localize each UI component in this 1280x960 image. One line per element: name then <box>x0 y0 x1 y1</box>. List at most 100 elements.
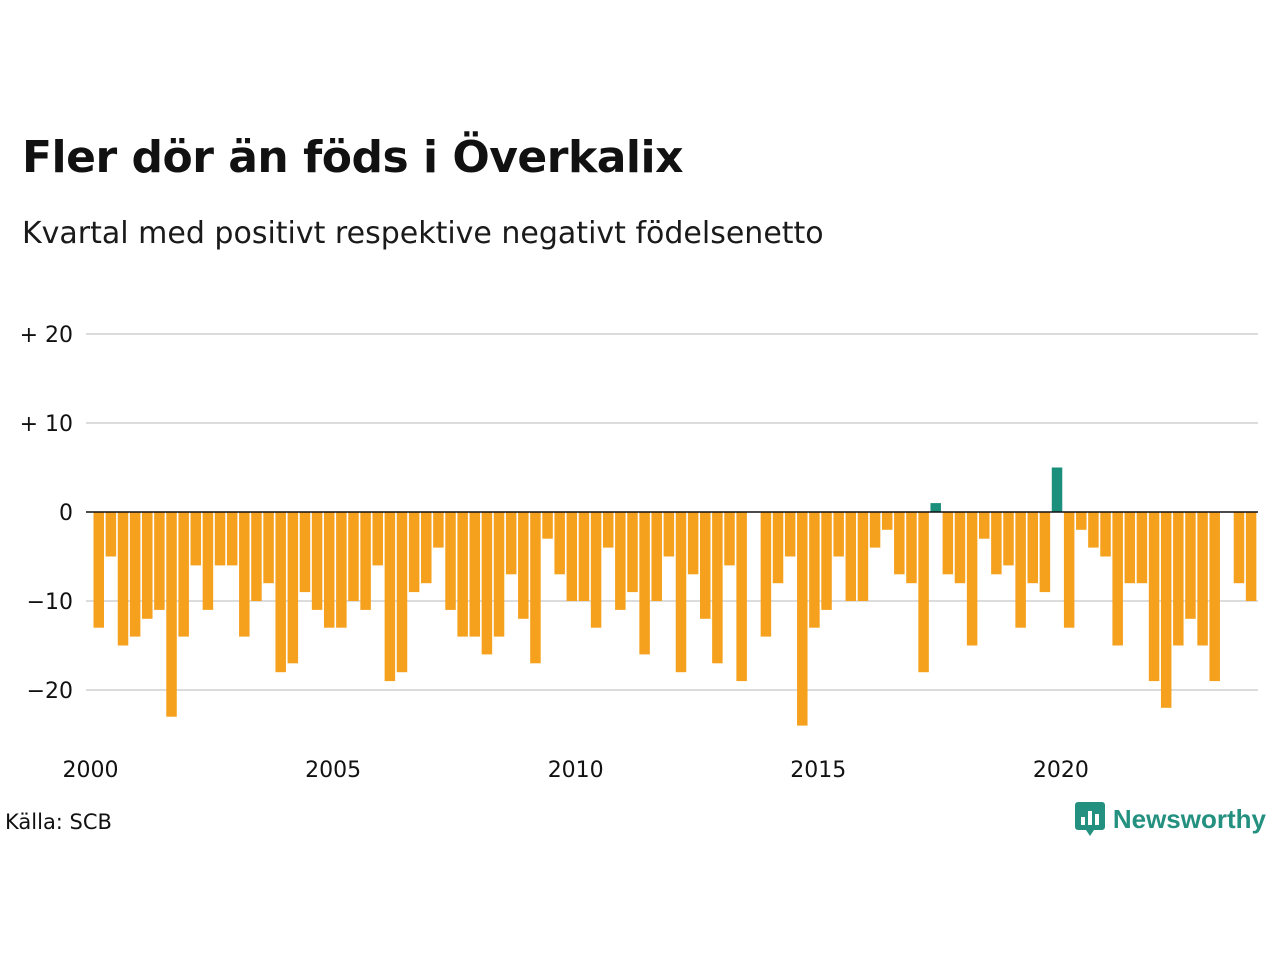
bar <box>821 512 832 610</box>
bar <box>809 512 820 628</box>
bar <box>712 512 723 664</box>
y-tick-label: 0 <box>59 501 73 526</box>
bar <box>372 512 383 566</box>
bar <box>687 512 699 575</box>
bar <box>966 512 978 646</box>
newsworthy-logo-icon <box>1074 802 1105 836</box>
bar <box>566 512 578 601</box>
y-tick-label: + 10 <box>20 412 73 437</box>
bar <box>760 512 772 637</box>
bar <box>1197 512 1208 646</box>
bar <box>105 512 117 557</box>
bar <box>700 512 711 619</box>
bar <box>675 512 687 673</box>
bar <box>226 512 238 566</box>
bar <box>615 512 626 610</box>
bar <box>639 512 650 655</box>
bar <box>166 512 177 717</box>
bars <box>93 467 1257 726</box>
bar <box>154 512 165 610</box>
y-tick-label: −20 <box>27 679 73 704</box>
bar <box>906 512 917 584</box>
bar <box>1185 512 1196 619</box>
bar <box>590 512 602 628</box>
bar <box>323 512 335 628</box>
bar <box>918 512 929 673</box>
bar <box>784 512 796 557</box>
y-tick-label: + 20 <box>20 323 73 348</box>
bar <box>117 512 129 646</box>
bar <box>1003 512 1014 566</box>
x-tick-label: 2000 <box>63 758 119 783</box>
bar <box>336 512 347 628</box>
bar <box>493 512 505 637</box>
bar <box>348 512 359 601</box>
y-axis-ticks: + 20 + 10 0 −10 −20 <box>20 323 73 704</box>
bar <box>239 512 250 637</box>
bar <box>1076 512 1087 530</box>
bar <box>1015 512 1026 628</box>
bar <box>129 512 141 637</box>
bar <box>1051 467 1063 512</box>
bar <box>1209 512 1220 682</box>
brand-name: Newsworthy <box>1112 803 1266 834</box>
bar <box>93 512 104 628</box>
bar-chart: + 20 + 10 0 −10 −20 2000 2005 2010 2015 2020 <box>20 323 1258 783</box>
bar <box>627 512 638 593</box>
bar <box>942 512 954 575</box>
bar <box>736 512 747 682</box>
bar <box>142 512 153 619</box>
bar <box>178 512 189 637</box>
bar <box>1136 512 1148 584</box>
x-tick-label: 2005 <box>305 758 361 783</box>
bar <box>396 512 408 673</box>
bar <box>530 512 541 664</box>
bar <box>772 512 784 584</box>
bar <box>869 512 881 548</box>
bar <box>384 512 396 682</box>
x-tick-label: 2020 <box>1033 758 1089 783</box>
bar <box>1027 512 1039 584</box>
bar <box>1063 512 1075 628</box>
bar <box>894 512 905 575</box>
bar <box>1088 512 1099 548</box>
bar <box>1245 512 1257 601</box>
bar <box>930 503 941 512</box>
bar <box>287 512 299 664</box>
bar <box>457 512 468 637</box>
bar <box>954 512 966 584</box>
bar <box>881 512 893 530</box>
bar <box>663 512 675 557</box>
x-tick-label: 2010 <box>548 758 604 783</box>
bar <box>445 512 456 610</box>
bar <box>602 512 614 548</box>
bar <box>578 512 590 601</box>
chart-subtitle: Kvartal med positivt respektive negativt… <box>22 216 824 251</box>
chart-title: Fler dör än föds i Överkalix <box>22 132 683 183</box>
bar <box>360 512 371 610</box>
bar <box>214 512 226 566</box>
bar <box>202 512 214 610</box>
bar <box>1100 512 1111 557</box>
bar <box>542 512 553 539</box>
bar <box>251 512 262 601</box>
bar <box>554 512 565 575</box>
bar <box>724 512 735 566</box>
bar <box>311 512 323 610</box>
bar <box>1173 512 1184 646</box>
bar <box>1112 512 1123 646</box>
source-note: Källa: SCB <box>5 810 112 834</box>
bar <box>421 512 432 584</box>
x-tick-label: 2015 <box>790 758 846 783</box>
bar <box>299 512 311 593</box>
bar <box>651 512 662 601</box>
bar <box>857 512 869 601</box>
bar <box>518 512 529 619</box>
y-tick-label: −10 <box>27 590 73 615</box>
bar <box>433 512 444 548</box>
bar <box>1124 512 1136 584</box>
bar <box>1039 512 1051 593</box>
bar <box>978 512 990 539</box>
bar <box>481 512 493 655</box>
bar <box>275 512 286 673</box>
